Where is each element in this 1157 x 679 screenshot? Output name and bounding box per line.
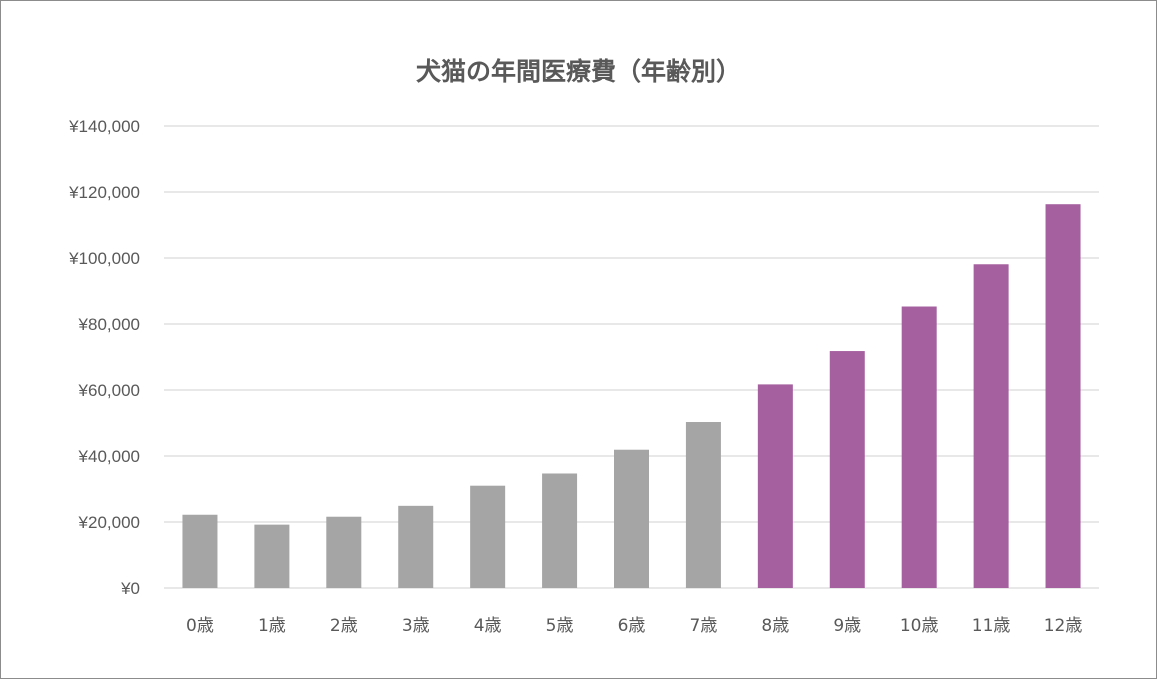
bar xyxy=(542,473,578,588)
x-tick-label: 8歳 xyxy=(761,616,789,636)
bar xyxy=(685,422,721,588)
x-tick-label: 11歳 xyxy=(972,616,1011,636)
chart-title: 犬猫の年間医療費（年齢別） xyxy=(415,57,741,86)
bar xyxy=(614,449,649,588)
x-tick-label: 5歳 xyxy=(546,616,574,636)
bar xyxy=(757,384,793,588)
y-tick-label: ¥0 xyxy=(120,579,140,598)
bar xyxy=(1045,204,1081,588)
y-tick-label: ¥80,000 xyxy=(78,315,140,334)
x-tick-label: 6歳 xyxy=(618,616,646,636)
bar xyxy=(254,524,290,588)
y-tick-label: ¥120,000 xyxy=(68,183,140,202)
x-tick-label: 3歳 xyxy=(402,616,430,636)
bar xyxy=(398,505,434,588)
x-tick-label: 4歳 xyxy=(474,616,502,636)
x-tick-label: 10歳 xyxy=(900,616,939,636)
x-tick-label: 9歳 xyxy=(833,616,861,636)
y-axis-ticks: ¥0 ¥20,000 ¥40,000 ¥60,000 ¥80,000 ¥100,000 ¥1… xyxy=(68,117,140,598)
x-tick-label: 7歳 xyxy=(690,616,718,636)
x-axis-ticks: 0歳 1歳 2歳 3歳 4歳 5歳 6歳 7歳 8歳 9歳 10歳 11歳 12歳 xyxy=(186,616,1082,636)
x-tick-label: 1歳 xyxy=(258,616,286,636)
y-tick-label: ¥60,000 xyxy=(78,381,140,400)
bars xyxy=(182,204,1081,588)
y-tick-label: ¥20,000 xyxy=(78,513,140,532)
bar xyxy=(901,306,937,588)
y-tick-label: ¥100,000 xyxy=(68,249,140,268)
bar xyxy=(470,485,506,588)
x-tick-label: 12歳 xyxy=(1044,616,1083,636)
y-tick-label: ¥40,000 xyxy=(78,447,140,466)
bar xyxy=(182,514,218,588)
bar xyxy=(326,516,362,588)
x-tick-label: 0歳 xyxy=(186,616,214,636)
y-tick-label: ¥140,000 xyxy=(68,117,140,136)
bar xyxy=(973,264,1009,588)
x-tick-label: 2歳 xyxy=(330,616,358,636)
bar xyxy=(829,351,865,588)
